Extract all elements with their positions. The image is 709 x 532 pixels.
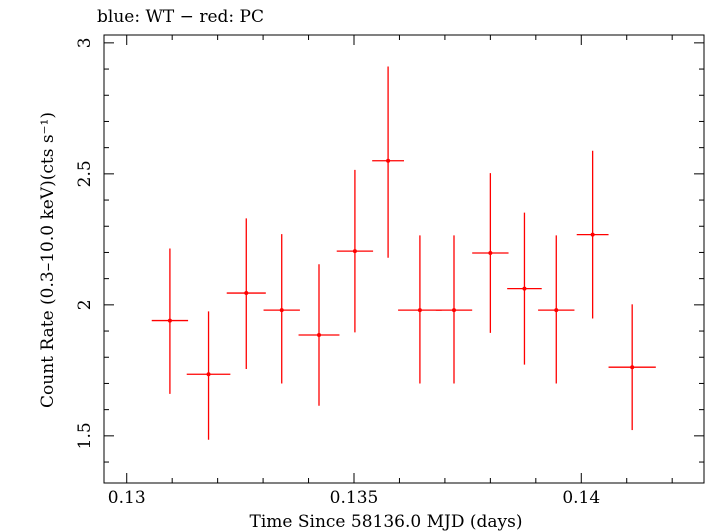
tick-labels: 0.13 0.135 0.14 1.5 2 2.5 3 <box>75 37 600 508</box>
chart-title: blue: WT − red: PC <box>97 7 264 27</box>
data-point <box>151 248 189 394</box>
point-marker <box>167 318 172 323</box>
point-marker <box>206 372 211 377</box>
point-marker <box>417 308 422 313</box>
data-point <box>507 212 542 365</box>
point-marker <box>522 286 527 291</box>
data-point <box>298 264 340 406</box>
data-marks <box>151 66 656 440</box>
plot-frame <box>103 34 705 484</box>
point-marker <box>244 291 249 296</box>
point-marker <box>452 308 456 313</box>
y-tick-label: 2.5 <box>75 160 95 187</box>
x-tick-label: 0.13 <box>108 488 146 508</box>
data-point <box>372 66 404 258</box>
data-point <box>263 234 300 384</box>
axis-ticks <box>104 35 704 483</box>
y-tick-label: 3 <box>75 37 95 48</box>
data-point <box>398 235 442 384</box>
point-marker <box>317 332 321 337</box>
point-marker <box>590 232 595 237</box>
point-marker <box>488 250 493 255</box>
data-point <box>186 311 231 440</box>
data-point <box>576 150 609 319</box>
y-axis-label: Count Rate (0.3–10.0 keV)(cts s⁻¹) <box>38 112 58 408</box>
point-marker <box>630 365 635 370</box>
data-point <box>608 304 656 431</box>
y-tick-label: 2 <box>75 299 95 310</box>
data-point <box>226 218 266 370</box>
data-point <box>336 169 374 333</box>
point-marker <box>352 249 357 254</box>
x-tick-label: 0.14 <box>562 488 600 508</box>
data-point <box>472 173 509 333</box>
point-marker <box>279 308 284 313</box>
y-tick-label: 1.5 <box>75 422 95 449</box>
data-point <box>435 235 473 384</box>
x-tick-label: 0.135 <box>330 488 379 508</box>
point-marker <box>386 158 391 163</box>
point-marker <box>554 308 559 313</box>
x-axis-label: Time Since 58136.0 MJD (days) <box>250 512 523 532</box>
data-point <box>538 235 575 384</box>
